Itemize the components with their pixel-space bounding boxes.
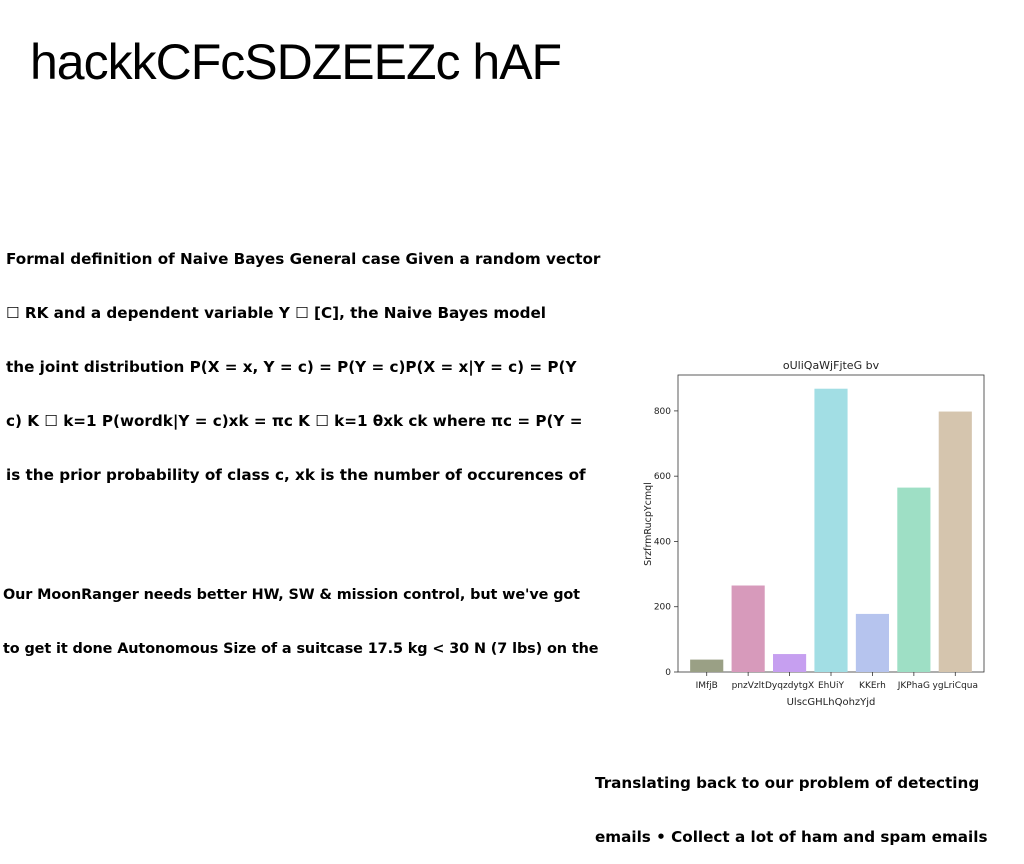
text-line: is the prior probability of class c, xk … <box>6 466 600 484</box>
text-line: Translating back to our problem of detec… <box>595 774 988 792</box>
x-tick-label: pnzVzlt <box>732 681 766 691</box>
text-line: emails • Collect a lot of ham and spam e… <box>595 828 988 846</box>
x-axis-ticks: IMfjB pnzVzlt DyqzdytgX EhUiY KKErh JKPhaG ygL… <box>696 672 978 691</box>
text-line: the joint distribution P(X = x, Y = c) =… <box>6 358 600 376</box>
x-tick-label: ygLriCqua <box>933 681 978 691</box>
y-tick-label: 0 <box>665 668 671 678</box>
text-line: ☐ RK and a dependent variable Y ☐ [C], t… <box>6 304 600 322</box>
spam-detection-paragraph: Translating back to our problem of detec… <box>595 738 988 864</box>
bar-ygLriCqua <box>939 412 972 672</box>
text-line: to get it done Autonomous Size of a suit… <box>3 640 598 658</box>
y-tick-label: 400 <box>654 537 671 547</box>
y-tick-label: 200 <box>654 603 671 613</box>
x-tick-label: IMfjB <box>696 681 718 691</box>
x-axis-label: UlscGHLhQohzYjd <box>787 697 876 708</box>
slide-title: hackkCFcSDZEEZc hAF <box>30 30 930 94</box>
bar-chart-svg: oUliQaWjFjteG bv 0 200 400 600 800 IMfjB pnzV… <box>636 350 998 714</box>
text-line: Our MoonRanger needs better HW, SW & mis… <box>3 586 598 604</box>
bar-IMfjB <box>690 660 723 672</box>
x-tick-label: EhUiY <box>818 681 844 691</box>
y-axis-ticks: 0 200 400 600 800 <box>654 407 678 678</box>
x-tick-label: JKPhaG <box>897 681 930 691</box>
y-tick-label: 800 <box>654 407 671 417</box>
y-axis-label: SrzfrmRucpYcmql <box>643 482 654 566</box>
bar-DyqzdytgX <box>773 654 806 672</box>
bar-JKPhaG <box>897 488 930 672</box>
text-line: Formal definition of Naive Bayes General… <box>6 250 600 268</box>
bars-group <box>690 389 972 672</box>
naive-bayes-definition: Formal definition of Naive Bayes General… <box>6 214 600 502</box>
y-tick-label: 600 <box>654 472 671 482</box>
moonranger-paragraph: Our MoonRanger needs better HW, SW & mis… <box>3 550 598 676</box>
bar-pnzVzlt <box>732 586 765 672</box>
bar-chart: oUliQaWjFjteG bv 0 200 400 600 800 IMfjB pnzV… <box>636 350 998 714</box>
text-line: c) K ☐ k=1 P(wordk|Y = c)xk = πc K ☐ k=1… <box>6 412 600 430</box>
bar-EhUiY <box>814 389 847 672</box>
x-tick-label: KKErh <box>859 681 886 691</box>
chart-title: oUliQaWjFjteG bv <box>783 359 880 372</box>
bar-KKErh <box>856 614 889 672</box>
x-tick-label: DyqzdytgX <box>765 681 814 691</box>
